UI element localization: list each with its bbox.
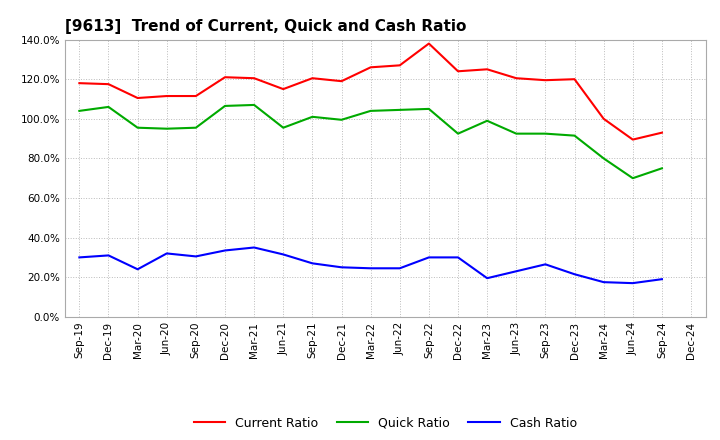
Current Ratio xyxy=(250,76,258,81)
Cash Ratio xyxy=(250,245,258,250)
Cash Ratio xyxy=(75,255,84,260)
Current Ratio xyxy=(541,77,550,83)
Quick Ratio xyxy=(425,106,433,111)
Cash Ratio xyxy=(629,281,637,286)
Quick Ratio xyxy=(657,165,666,171)
Cash Ratio xyxy=(220,248,229,253)
Text: [9613]  Trend of Current, Quick and Cash Ratio: [9613] Trend of Current, Quick and Cash … xyxy=(65,19,466,34)
Cash Ratio xyxy=(366,266,375,271)
Cash Ratio xyxy=(541,262,550,267)
Current Ratio xyxy=(192,93,200,99)
Current Ratio xyxy=(366,65,375,70)
Line: Current Ratio: Current Ratio xyxy=(79,44,662,139)
Cash Ratio xyxy=(279,252,287,257)
Current Ratio xyxy=(629,137,637,142)
Current Ratio xyxy=(133,95,142,101)
Quick Ratio xyxy=(541,131,550,136)
Current Ratio xyxy=(395,62,404,68)
Quick Ratio xyxy=(104,104,113,110)
Line: Cash Ratio: Cash Ratio xyxy=(79,247,662,283)
Current Ratio xyxy=(163,93,171,99)
Cash Ratio xyxy=(483,275,492,281)
Current Ratio xyxy=(599,116,608,121)
Quick Ratio xyxy=(220,103,229,109)
Current Ratio xyxy=(75,81,84,86)
Current Ratio xyxy=(337,78,346,84)
Cash Ratio xyxy=(425,255,433,260)
Cash Ratio xyxy=(599,279,608,285)
Current Ratio xyxy=(454,69,462,74)
Quick Ratio xyxy=(512,131,521,136)
Current Ratio xyxy=(570,77,579,82)
Current Ratio xyxy=(512,76,521,81)
Quick Ratio xyxy=(366,108,375,114)
Quick Ratio xyxy=(570,133,579,138)
Cash Ratio xyxy=(163,251,171,256)
Quick Ratio xyxy=(599,156,608,161)
Cash Ratio xyxy=(133,267,142,272)
Quick Ratio xyxy=(629,176,637,181)
Current Ratio xyxy=(104,81,113,87)
Quick Ratio xyxy=(279,125,287,130)
Current Ratio xyxy=(425,41,433,46)
Cash Ratio xyxy=(337,264,346,270)
Quick Ratio xyxy=(75,108,84,114)
Cash Ratio xyxy=(395,266,404,271)
Current Ratio xyxy=(483,66,492,72)
Quick Ratio xyxy=(163,126,171,131)
Quick Ratio xyxy=(454,131,462,136)
Quick Ratio xyxy=(395,107,404,113)
Cash Ratio xyxy=(454,255,462,260)
Cash Ratio xyxy=(657,276,666,282)
Quick Ratio xyxy=(192,125,200,130)
Legend: Current Ratio, Quick Ratio, Cash Ratio: Current Ratio, Quick Ratio, Cash Ratio xyxy=(189,412,582,435)
Current Ratio xyxy=(279,86,287,92)
Current Ratio xyxy=(657,130,666,136)
Current Ratio xyxy=(308,76,317,81)
Cash Ratio xyxy=(104,253,113,258)
Cash Ratio xyxy=(512,268,521,274)
Cash Ratio xyxy=(570,271,579,277)
Quick Ratio xyxy=(337,117,346,122)
Quick Ratio xyxy=(133,125,142,130)
Cash Ratio xyxy=(192,254,200,259)
Quick Ratio xyxy=(483,118,492,123)
Quick Ratio xyxy=(250,102,258,107)
Cash Ratio xyxy=(308,260,317,266)
Quick Ratio xyxy=(308,114,317,119)
Line: Quick Ratio: Quick Ratio xyxy=(79,105,662,178)
Current Ratio xyxy=(220,74,229,80)
